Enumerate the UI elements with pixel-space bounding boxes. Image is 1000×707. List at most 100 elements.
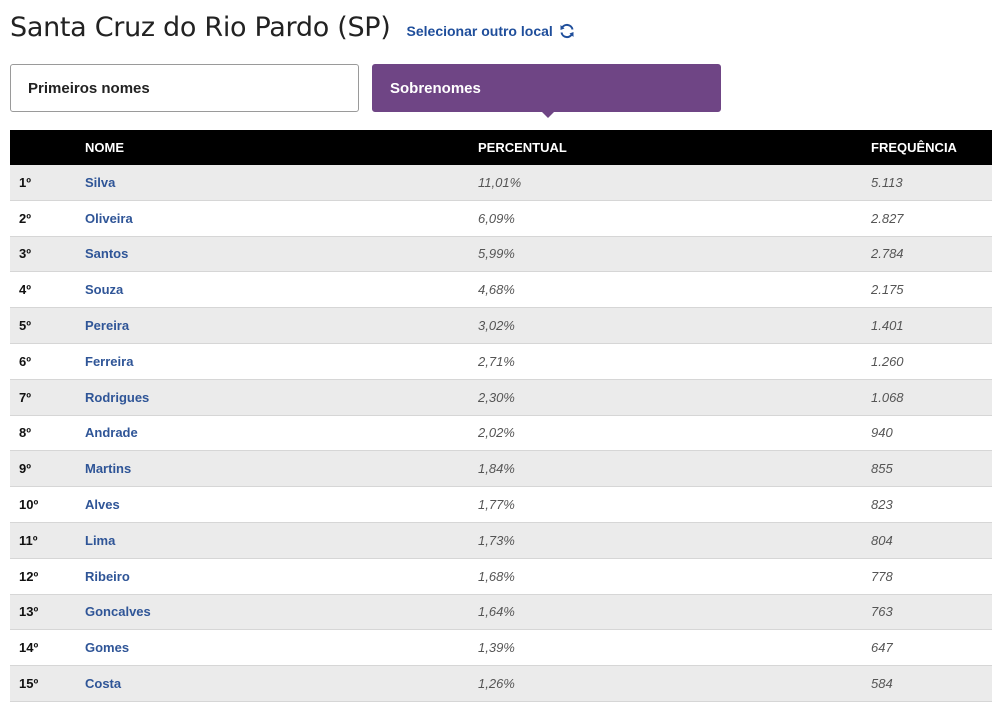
- percent-cell: 2,30%: [478, 379, 871, 416]
- name-cell: Alves: [85, 486, 478, 523]
- rank-cell: 10º: [10, 486, 85, 523]
- table-row: 13º Goncalves 1,64% 763: [10, 594, 992, 631]
- frequency-cell: 855: [871, 450, 992, 488]
- rank-cell: 4º: [10, 271, 85, 309]
- percent-cell: 1,39%: [478, 629, 871, 667]
- select-location-label: Selecionar outro local: [406, 22, 553, 39]
- name-cell: Gomes: [85, 629, 478, 667]
- rank-cell: 2º: [10, 200, 85, 237]
- page-header: Santa Cruz do Rio Pardo (SP) Selecionar …: [10, 12, 575, 43]
- table-row: 3º Santos 5,99% 2.784: [10, 236, 992, 273]
- tab-first-names[interactable]: Primeiros nomes: [10, 64, 359, 112]
- refresh-icon: [559, 23, 575, 39]
- percent-cell: 4,68%: [478, 271, 871, 309]
- frequency-cell: 940: [871, 415, 992, 452]
- frequency-cell: 1.068: [871, 379, 992, 416]
- name-cell: Lima: [85, 522, 478, 559]
- surname-link[interactable]: Santos: [85, 246, 129, 262]
- name-cell: Andrade: [85, 415, 478, 452]
- name-cell: Ferreira: [85, 343, 478, 380]
- table-row: 6º Ferreira 2,71% 1.260: [10, 343, 992, 380]
- page-title: Santa Cruz do Rio Pardo (SP): [10, 12, 391, 43]
- percent-cell: 1,77%: [478, 486, 871, 523]
- table-row: 7º Rodrigues 2,30% 1.068: [10, 379, 992, 416]
- frequency-cell: 804: [871, 522, 992, 559]
- rank-cell: 14º: [10, 629, 85, 667]
- name-cell: Santos: [85, 236, 478, 273]
- surname-link[interactable]: Alves: [85, 497, 120, 513]
- percent-cell: 11,01%: [478, 165, 871, 201]
- frequency-cell: 5.113: [871, 165, 992, 201]
- percent-cell: 2,71%: [478, 343, 871, 380]
- tab-surnames[interactable]: Sobrenomes: [372, 64, 721, 118]
- name-cell: Goncalves: [85, 594, 478, 631]
- frequency-cell: 584: [871, 665, 992, 702]
- table-row: 11º Lima 1,73% 804: [10, 522, 992, 559]
- rank-cell: 8º: [10, 415, 85, 452]
- name-type-tabs: Primeiros nomes Sobrenomes: [10, 64, 721, 118]
- surname-link[interactable]: Martins: [85, 461, 132, 477]
- surname-link[interactable]: Goncalves: [85, 604, 151, 620]
- column-header-percent: PERCENTUAL: [478, 130, 871, 165]
- name-cell: Oliveira: [85, 200, 478, 237]
- rank-cell: 6º: [10, 343, 85, 380]
- rank-cell: 5º: [10, 307, 85, 344]
- column-header-name: NOME: [85, 130, 478, 165]
- percent-cell: 6,09%: [478, 200, 871, 237]
- surname-link[interactable]: Ferreira: [85, 353, 134, 369]
- percent-cell: 1,84%: [478, 450, 871, 488]
- percent-cell: 3,02%: [478, 307, 871, 344]
- frequency-cell: 2.784: [871, 236, 992, 273]
- rank-cell: 11º: [10, 522, 85, 559]
- table-row: 9º Martins 1,84% 855: [10, 450, 992, 488]
- frequency-cell: 1.401: [871, 307, 992, 344]
- surname-link[interactable]: Souza: [85, 282, 124, 298]
- name-cell: Costa: [85, 665, 478, 702]
- frequency-cell: 823: [871, 486, 992, 523]
- frequency-cell: 2.827: [871, 200, 992, 237]
- rank-cell: 3º: [10, 236, 85, 273]
- frequency-cell: 778: [871, 558, 992, 595]
- frequency-cell: 647: [871, 629, 992, 667]
- rank-cell: 13º: [10, 594, 85, 631]
- frequency-cell: 1.260: [871, 343, 992, 380]
- name-cell: Silva: [85, 165, 478, 201]
- frequency-cell: 2.175: [871, 271, 992, 309]
- percent-cell: 1,68%: [478, 558, 871, 595]
- table-row: 2º Oliveira 6,09% 2.827: [10, 200, 992, 237]
- surname-link[interactable]: Silva: [85, 174, 116, 190]
- table-row: 14º Gomes 1,39% 647: [10, 629, 992, 667]
- table-row: 4º Souza 4,68% 2.175: [10, 271, 992, 309]
- rank-cell: 7º: [10, 379, 85, 416]
- table-row: 15º Costa 1,26% 584: [10, 665, 992, 702]
- name-cell: Souza: [85, 271, 478, 309]
- name-cell: Rodrigues: [85, 379, 478, 416]
- name-cell: Ribeiro: [85, 558, 478, 595]
- table-row: 10º Alves 1,77% 823: [10, 486, 992, 523]
- percent-cell: 5,99%: [478, 236, 871, 273]
- rank-cell: 9º: [10, 450, 85, 488]
- rank-cell: 1º: [10, 165, 85, 201]
- percent-cell: 1,73%: [478, 522, 871, 559]
- surname-link[interactable]: Pereira: [85, 318, 130, 334]
- surname-link[interactable]: Lima: [85, 532, 116, 548]
- percent-cell: 1,64%: [478, 594, 871, 631]
- table-header-row: NOME PERCENTUAL FREQUÊNCIA: [10, 130, 992, 165]
- rank-cell: 12º: [10, 558, 85, 595]
- table-row: 5º Pereira 3,02% 1.401: [10, 307, 992, 344]
- surname-link[interactable]: Andrade: [85, 425, 138, 441]
- select-location-link[interactable]: Selecionar outro local: [407, 23, 575, 39]
- surname-link[interactable]: Rodrigues: [85, 389, 150, 405]
- rank-cell: 15º: [10, 665, 85, 702]
- table-row: 8º Andrade 2,02% 940: [10, 415, 992, 452]
- column-header-rank: [10, 130, 85, 165]
- percent-cell: 1,26%: [478, 665, 871, 702]
- surname-link[interactable]: Costa: [85, 676, 122, 692]
- surname-link[interactable]: Ribeiro: [85, 568, 130, 584]
- surname-link[interactable]: Oliveira: [85, 210, 133, 226]
- surname-link[interactable]: Gomes: [85, 640, 130, 656]
- table-row: 1º Silva 11,01% 5.113: [10, 165, 992, 201]
- frequency-cell: 763: [871, 594, 992, 631]
- name-cell: Martins: [85, 450, 478, 488]
- percent-cell: 2,02%: [478, 415, 871, 452]
